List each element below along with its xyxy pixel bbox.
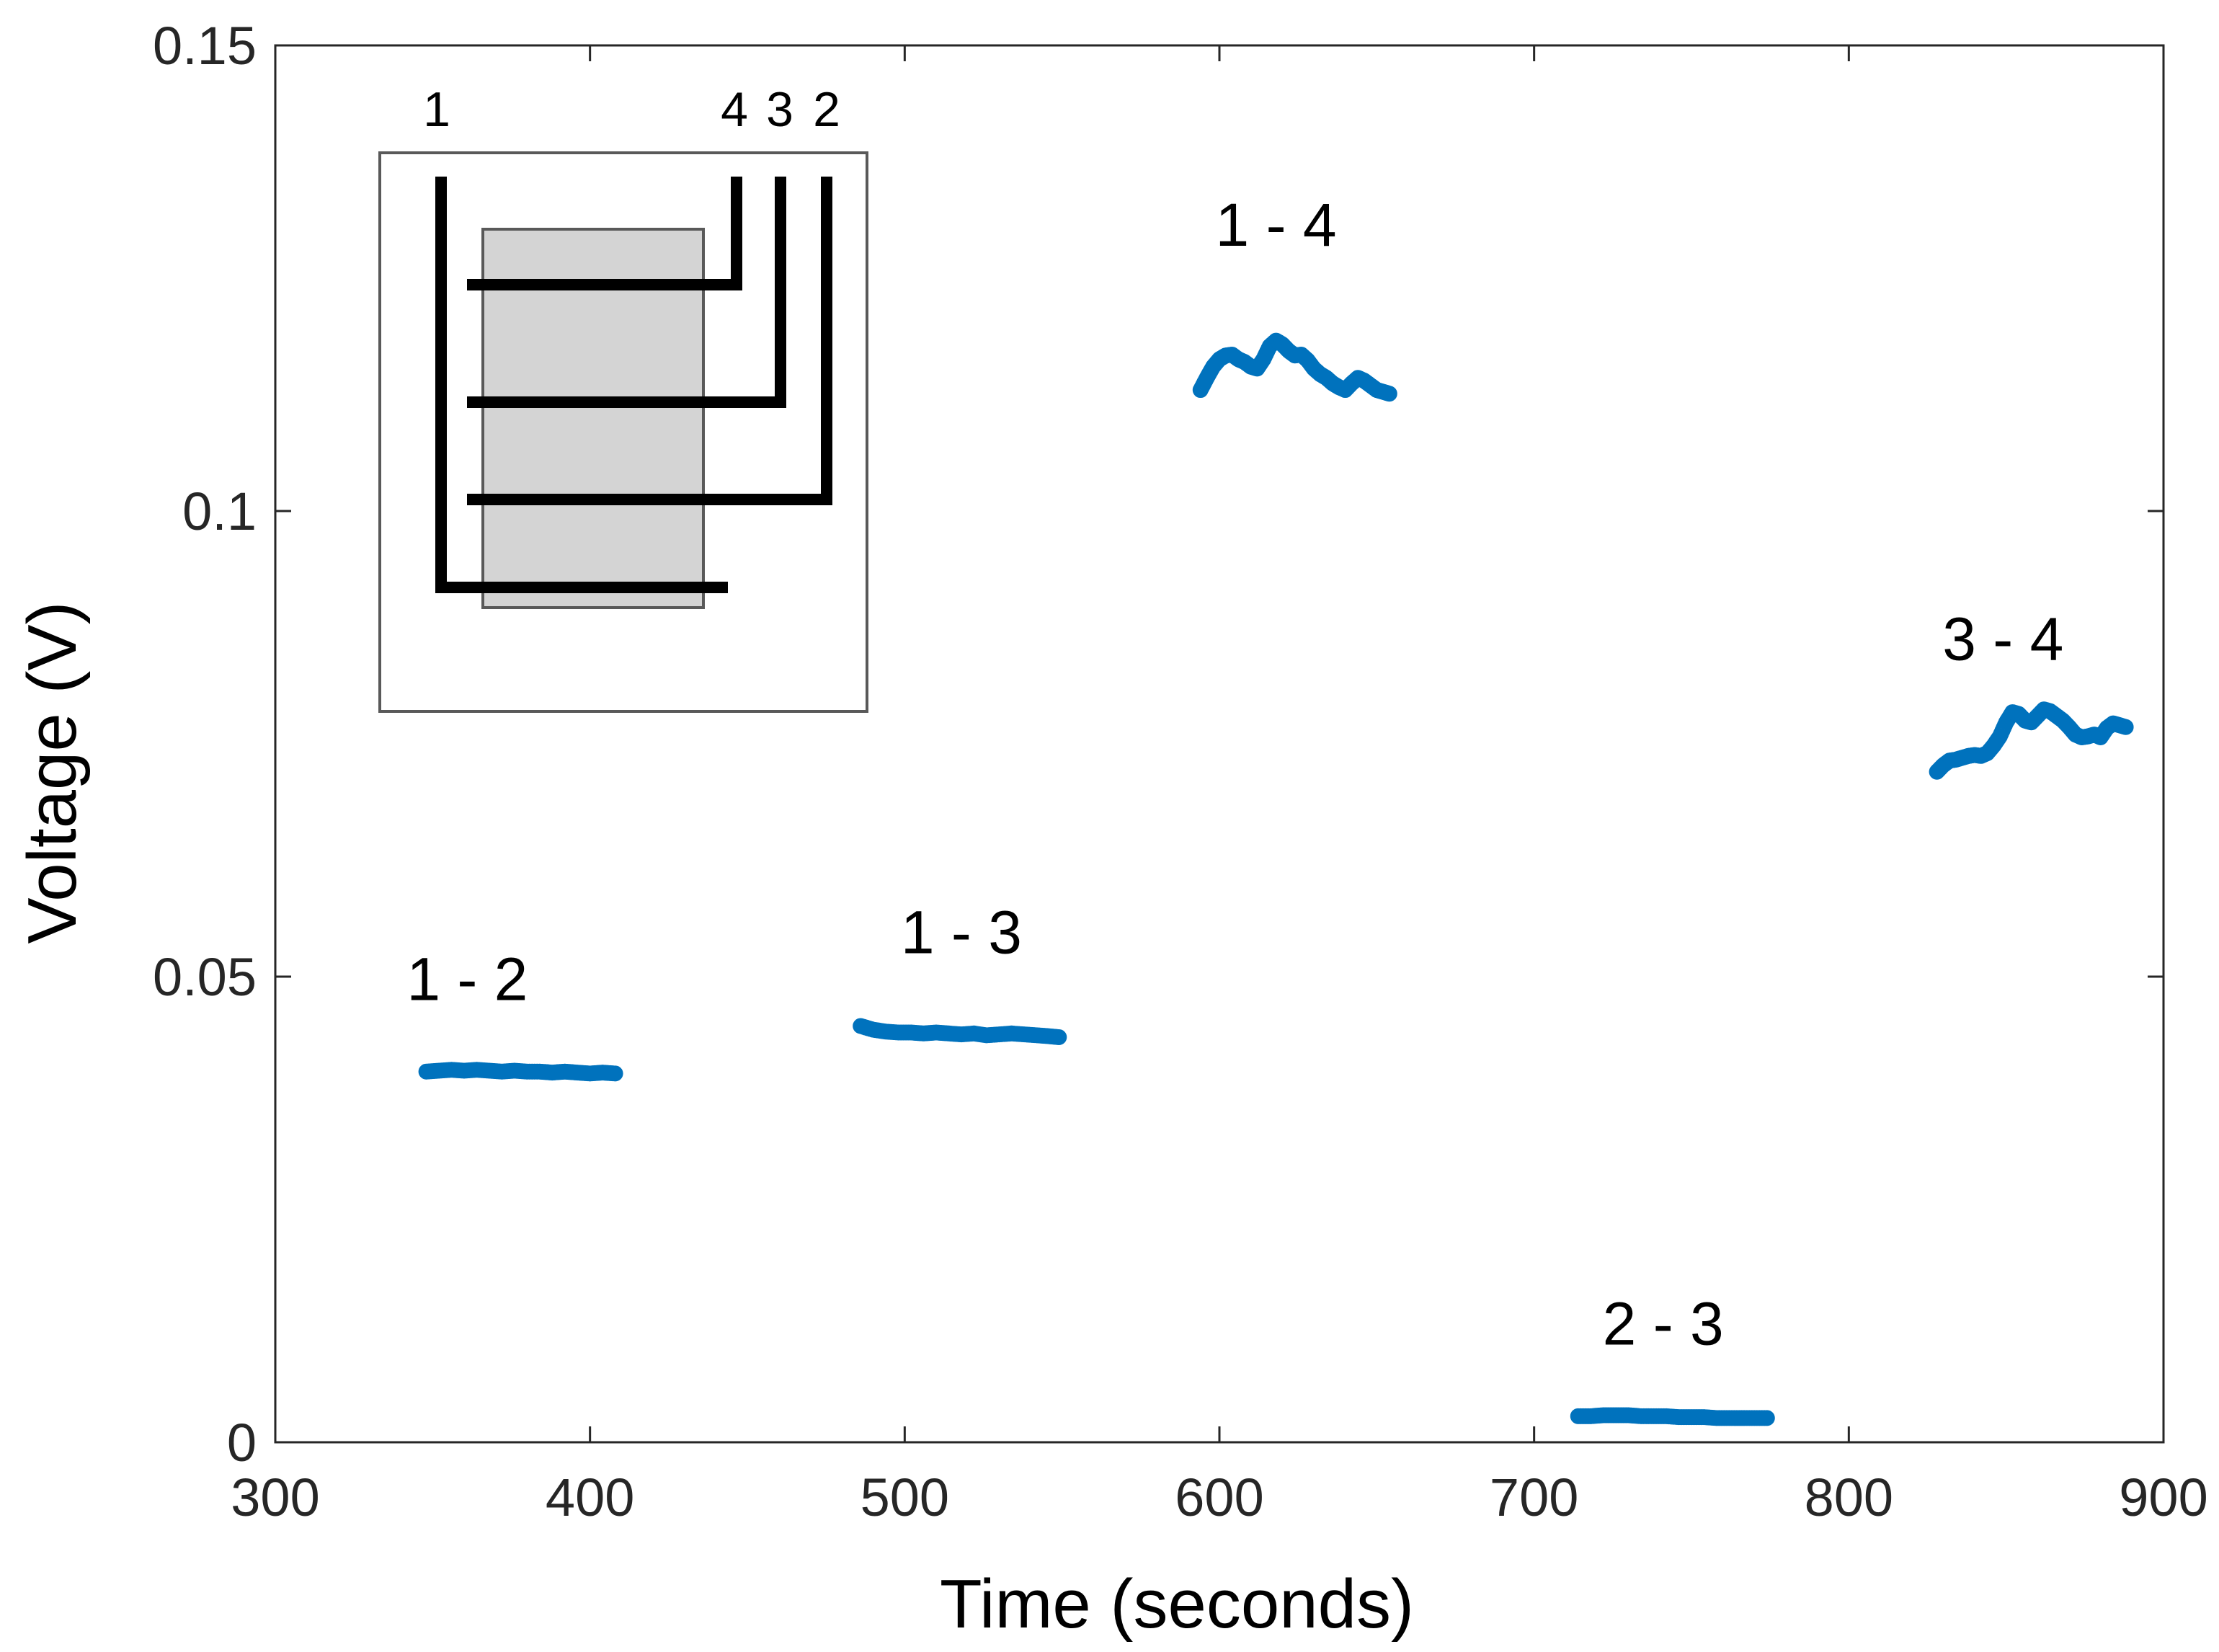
inset-sample — [481, 228, 705, 609]
x-tick-label: 400 — [546, 1467, 634, 1527]
segment-label: 1 - 2 — [406, 945, 528, 1013]
data-point — [1758, 1410, 1775, 1426]
x-tick-label: 900 — [2119, 1467, 2207, 1527]
y-axis-title: Voltage (V) — [14, 602, 91, 944]
y-tick-label: 0.15 — [153, 16, 257, 76]
x-tick-label: 300 — [231, 1467, 319, 1527]
axes: 300 400 500 600 700 800 900 0 0.05 0.1 0.15 — [153, 16, 2208, 1527]
segment-label: 1 - 3 — [901, 899, 1022, 967]
series-segment-1-2 — [418, 1062, 623, 1082]
inset-label-3: 3 — [766, 82, 793, 137]
segment-labels: 1 - 2 1 - 3 1 - 4 2 - 3 3 - 4 — [406, 191, 2063, 1358]
x-tick-label: 700 — [1490, 1467, 1578, 1527]
x-tick-label: 600 — [1175, 1467, 1263, 1527]
segment-label: 2 - 3 — [1603, 1289, 1724, 1357]
inset-electrode-4 — [467, 177, 742, 290]
series-segment-1-4 — [1192, 332, 1397, 402]
inset-label-4: 4 — [721, 82, 748, 137]
series-segment-2-3 — [1570, 1407, 1775, 1426]
segment-label: 3 - 4 — [1942, 605, 2063, 673]
data-point — [2117, 719, 2134, 735]
data-point — [607, 1065, 623, 1082]
inset-label-2: 2 — [813, 82, 840, 137]
inset-electrode-3 — [467, 177, 786, 408]
x-tick-label: 800 — [1805, 1467, 1893, 1527]
series-segment-3-4 — [1929, 701, 2134, 780]
data-point — [1381, 386, 1397, 402]
inset-label-1: 1 — [423, 82, 450, 137]
series-segment-1-3 — [853, 1018, 1067, 1045]
data-series — [418, 332, 2134, 1426]
inset-electrode-1 — [435, 177, 728, 593]
y-tick-label: 0 — [227, 1413, 257, 1473]
y-tick-label: 0.1 — [182, 481, 257, 541]
y-tick-label: 0.05 — [153, 947, 257, 1007]
x-axis-title: Time (seconds) — [940, 1566, 1414, 1643]
data-point — [1051, 1029, 1067, 1045]
segment-label: 1 - 4 — [1216, 191, 1337, 259]
x-tick-label: 500 — [861, 1467, 949, 1527]
electrode-inset-diagram: 1 4 3 2 — [378, 82, 868, 713]
inset-electrode-2 — [467, 177, 832, 505]
